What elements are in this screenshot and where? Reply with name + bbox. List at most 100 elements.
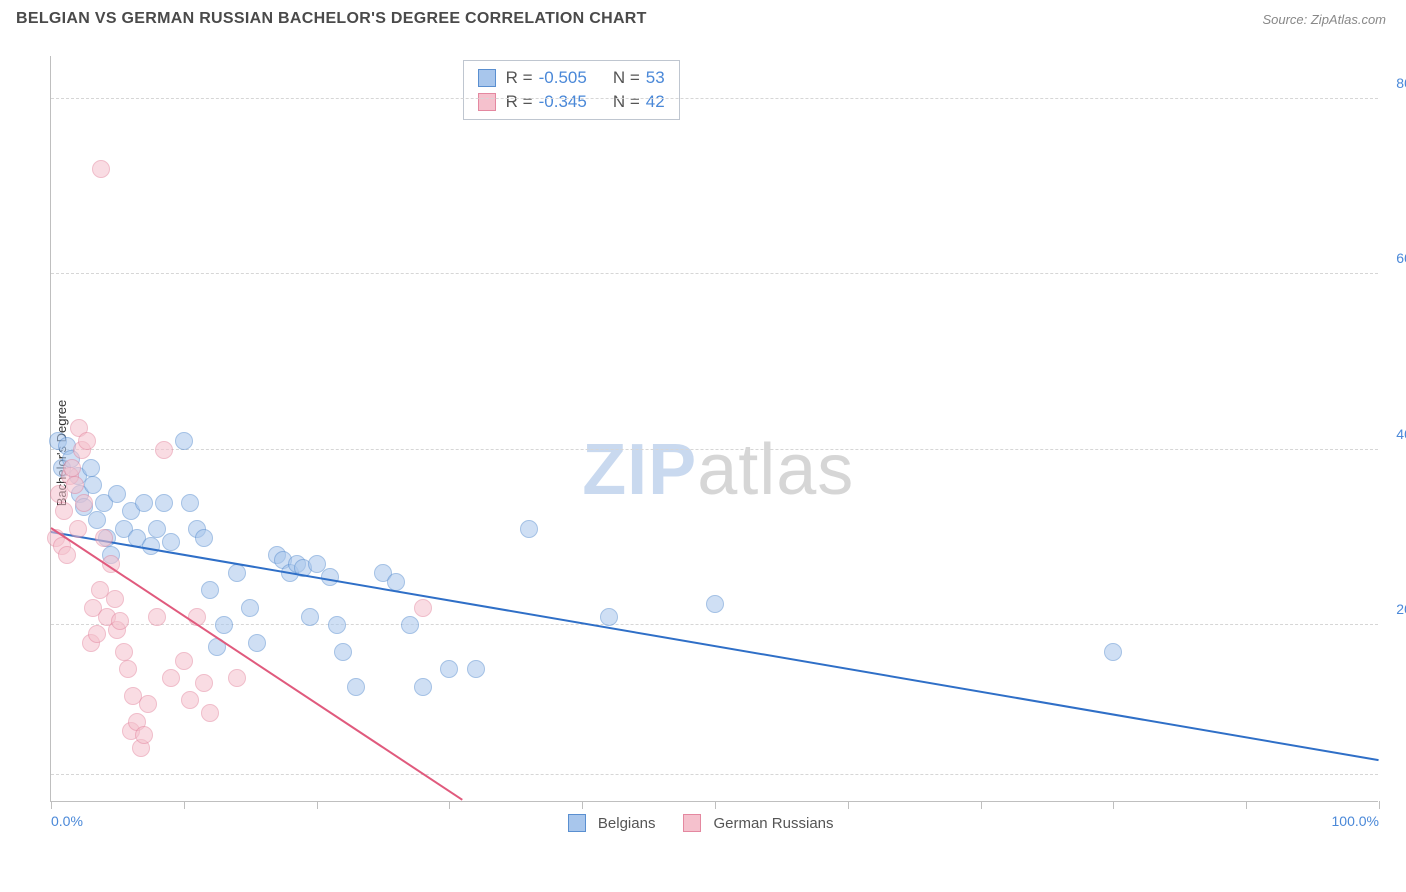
legend-item: German Russians: [683, 814, 833, 832]
y-tick-label: 20.0%: [1396, 601, 1406, 617]
legend-r-value: -0.345: [539, 92, 587, 112]
data-point: [115, 643, 133, 661]
x-tick: [582, 801, 583, 809]
x-tick: [848, 801, 849, 809]
legend-n-label: N =: [613, 68, 640, 88]
data-point: [135, 494, 153, 512]
gridline: [51, 273, 1378, 274]
legend-swatch: [568, 814, 586, 832]
x-tick: [1113, 801, 1114, 809]
legend-r-label: R =: [506, 68, 533, 88]
data-point: [106, 590, 124, 608]
data-point: [119, 660, 137, 678]
data-point: [347, 678, 365, 696]
data-point: [92, 160, 110, 178]
data-point: [139, 695, 157, 713]
series-legend: Belgians German Russians: [568, 814, 834, 832]
data-point: [228, 669, 246, 687]
legend-n-label: N =: [613, 92, 640, 112]
data-point: [201, 704, 219, 722]
data-point: [75, 494, 93, 512]
x-tick: [1246, 801, 1247, 809]
data-point: [401, 616, 419, 634]
x-tick: [317, 801, 318, 809]
data-point: [148, 608, 166, 626]
y-tick-label: 80.0%: [1396, 75, 1406, 91]
legend-row: R = -0.505 N = 53: [478, 66, 665, 90]
data-point: [95, 529, 113, 547]
gridline: [51, 449, 1378, 450]
data-point: [334, 643, 352, 661]
data-point: [155, 441, 173, 459]
x-tick: [184, 801, 185, 809]
legend-swatch: [683, 814, 701, 832]
data-point: [600, 608, 618, 626]
x-tick: [1379, 801, 1380, 809]
gridline: [51, 624, 1378, 625]
gridline: [51, 774, 1378, 775]
legend-swatch: [478, 69, 496, 87]
data-point: [195, 529, 213, 547]
data-point: [414, 678, 432, 696]
data-point: [387, 573, 405, 591]
data-point: [1104, 643, 1122, 661]
legend-n-value: 42: [646, 92, 665, 112]
data-point: [201, 581, 219, 599]
data-point: [162, 669, 180, 687]
data-point: [84, 476, 102, 494]
x-tick: [449, 801, 450, 809]
data-point: [195, 674, 213, 692]
legend-item: Belgians: [568, 814, 656, 832]
legend-r-label: R =: [506, 92, 533, 112]
data-point: [108, 485, 126, 503]
chart-title: BELGIAN VS GERMAN RUSSIAN BACHELOR'S DEG…: [16, 10, 647, 28]
data-point: [414, 599, 432, 617]
data-point: [520, 520, 538, 538]
legend-n-value: 53: [646, 68, 665, 88]
data-point: [55, 502, 73, 520]
correlation-legend: R = -0.505 N = 53 R = -0.345 N = 42: [463, 60, 680, 120]
y-tick-label: 40.0%: [1396, 426, 1406, 442]
watermark: ZIPatlas: [582, 429, 854, 511]
data-point: [63, 459, 81, 477]
data-point: [175, 432, 193, 450]
x-tick: [981, 801, 982, 809]
source-label: Source: ZipAtlas.com: [1262, 12, 1386, 27]
legend-swatch: [478, 93, 496, 111]
legend-row: R = -0.345 N = 42: [478, 90, 665, 114]
data-point: [706, 595, 724, 613]
legend-label: Belgians: [598, 815, 656, 832]
y-tick-label: 60.0%: [1396, 250, 1406, 266]
x-tick-label: 100.0%: [1332, 813, 1379, 829]
data-point: [135, 726, 153, 744]
data-point: [467, 660, 485, 678]
x-tick-label: 0.0%: [51, 813, 83, 829]
data-point: [301, 608, 319, 626]
data-point: [69, 520, 87, 538]
data-point: [181, 494, 199, 512]
data-point: [181, 691, 199, 709]
data-point: [78, 432, 96, 450]
data-point: [66, 476, 84, 494]
data-point: [82, 459, 100, 477]
data-point: [248, 634, 266, 652]
watermark-zip: ZIP: [582, 430, 697, 510]
data-point: [111, 612, 129, 630]
chart-container: Bachelor's Degree ZIPatlas R = -0.505N =…: [14, 48, 1392, 858]
watermark-atlas: atlas: [697, 430, 854, 510]
data-point: [175, 652, 193, 670]
data-point: [58, 546, 76, 564]
data-point: [162, 533, 180, 551]
data-point: [241, 599, 259, 617]
data-point: [88, 511, 106, 529]
data-point: [328, 616, 346, 634]
data-point: [155, 494, 173, 512]
scatter-plot: ZIPatlas R = -0.505 N = 53 R = -0.345 N = 4…: [50, 56, 1378, 802]
legend-r-value: -0.505: [539, 68, 587, 88]
data-point: [440, 660, 458, 678]
data-point: [215, 616, 233, 634]
x-tick: [51, 801, 52, 809]
x-tick: [715, 801, 716, 809]
data-point: [228, 564, 246, 582]
gridline: [51, 98, 1378, 99]
